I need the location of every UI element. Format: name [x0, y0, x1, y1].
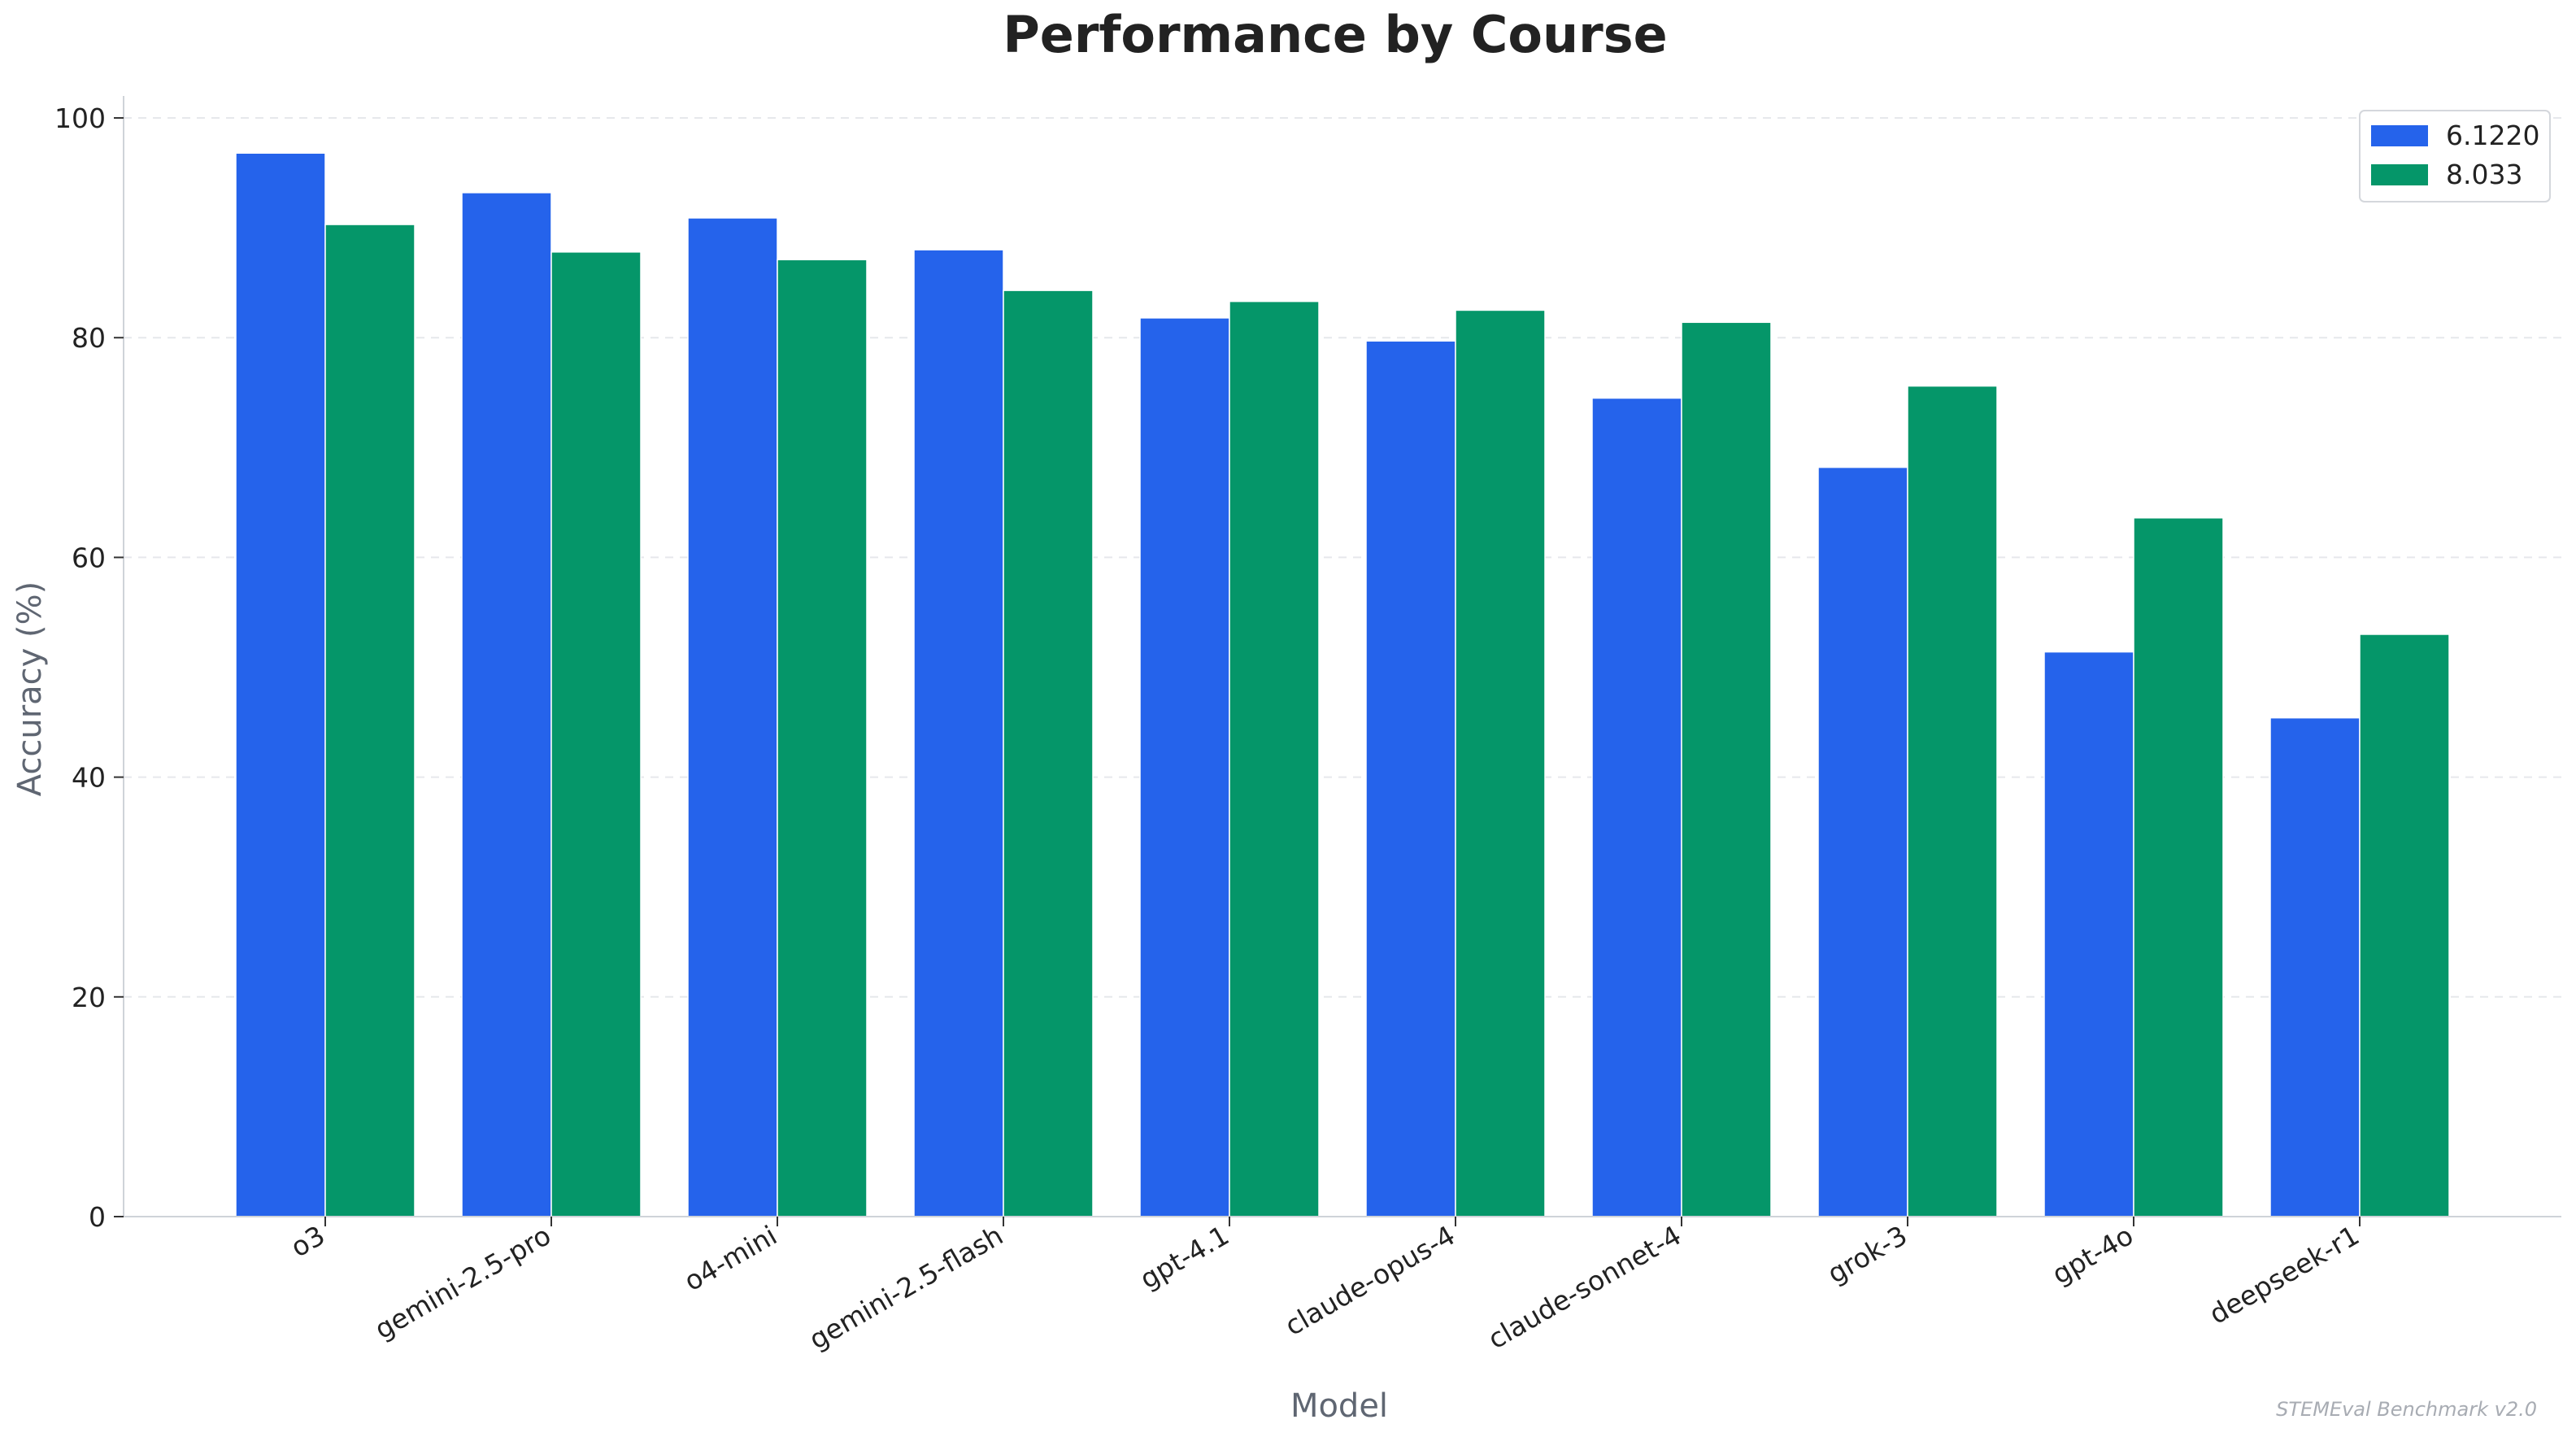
bar-gpt-4o-6.1220: [2043, 651, 2134, 1217]
x-axis-ticks: o3 gemini-2.5-pro o4-mini gemini-2.5-flash g…: [285, 1217, 2365, 1356]
bar-o3-8.033: [324, 224, 416, 1217]
footnote: STEMEval Benchmark v2.0: [2276, 1398, 2537, 1421]
bar-claude-opus-4-8.033: [1455, 309, 1546, 1217]
bar-claude-opus-4-6.1220: [1365, 340, 1456, 1217]
bar-grok-3-8.033: [1907, 385, 1998, 1217]
bar-gpt-4.1-6.1220: [1139, 317, 1230, 1217]
legend-label: 8.033: [2446, 159, 2522, 190]
legend-label: 6.1220: [2446, 120, 2539, 151]
x-tick-label: grok-3: [1822, 1219, 1912, 1290]
y-tick-label: 0: [89, 1201, 106, 1233]
y-tick-label: 80: [72, 322, 106, 354]
legend-swatch: [2371, 125, 2428, 146]
x-tick-label: o4-mini: [679, 1219, 782, 1297]
x-tick-label: gpt-4.1: [1134, 1219, 1234, 1295]
y-tick-label: 60: [72, 542, 106, 573]
bar-gpt-4.1-8.033: [1229, 300, 1320, 1217]
y-axis-label: Accuracy (%): [11, 581, 49, 797]
chart-title: Performance by Course: [1003, 5, 1667, 64]
x-tick-label: gpt-4o: [2047, 1219, 2139, 1291]
x-tick-label: claude-sonnet-4: [1482, 1219, 1686, 1355]
x-axis-label: Model: [1290, 1387, 1388, 1425]
bar-gemini-2.5-flash-6.1220: [913, 249, 1004, 1217]
bar-claude-sonnet-4-6.1220: [1591, 397, 1682, 1217]
bar-deepseek-r1-8.033: [2359, 634, 2450, 1217]
bar-gemini-2.5-pro-6.1220: [461, 192, 552, 1217]
bar-gemini-2.5-flash-8.033: [1003, 290, 1094, 1217]
legend-swatch: [2371, 164, 2428, 185]
legend: 6.1220 8.033: [2359, 110, 2551, 202]
bar-o4-mini-6.1220: [687, 217, 778, 1217]
x-tick-label: deepseek-r1: [2204, 1219, 2365, 1330]
y-tick-label: 40: [72, 762, 106, 794]
x-tick-label: claude-opus-4: [1280, 1219, 1460, 1342]
x-tick-label: gemini-2.5-pro: [369, 1219, 556, 1345]
y-axis-ticks: 0 20 40 60 80 100: [54, 102, 124, 1233]
bar-o4-mini-8.033: [777, 259, 868, 1217]
x-tick-label: gemini-2.5-flash: [803, 1219, 1008, 1356]
bar-deepseek-r1-6.1220: [2269, 716, 2361, 1217]
y-tick-label: 100: [54, 102, 106, 134]
grid-lines: [124, 117, 2561, 998]
bars: [235, 152, 2450, 1217]
bar-gemini-2.5-pro-8.033: [550, 251, 642, 1217]
y-tick-label: 20: [72, 982, 106, 1013]
bar-o3-6.1220: [235, 152, 326, 1217]
bar-grok-3-6.1220: [1817, 466, 1908, 1217]
x-tick-label: o3: [285, 1219, 330, 1263]
bar-gpt-4o-8.033: [2133, 517, 2224, 1217]
bar-claude-sonnet-4-8.033: [1681, 321, 1772, 1217]
